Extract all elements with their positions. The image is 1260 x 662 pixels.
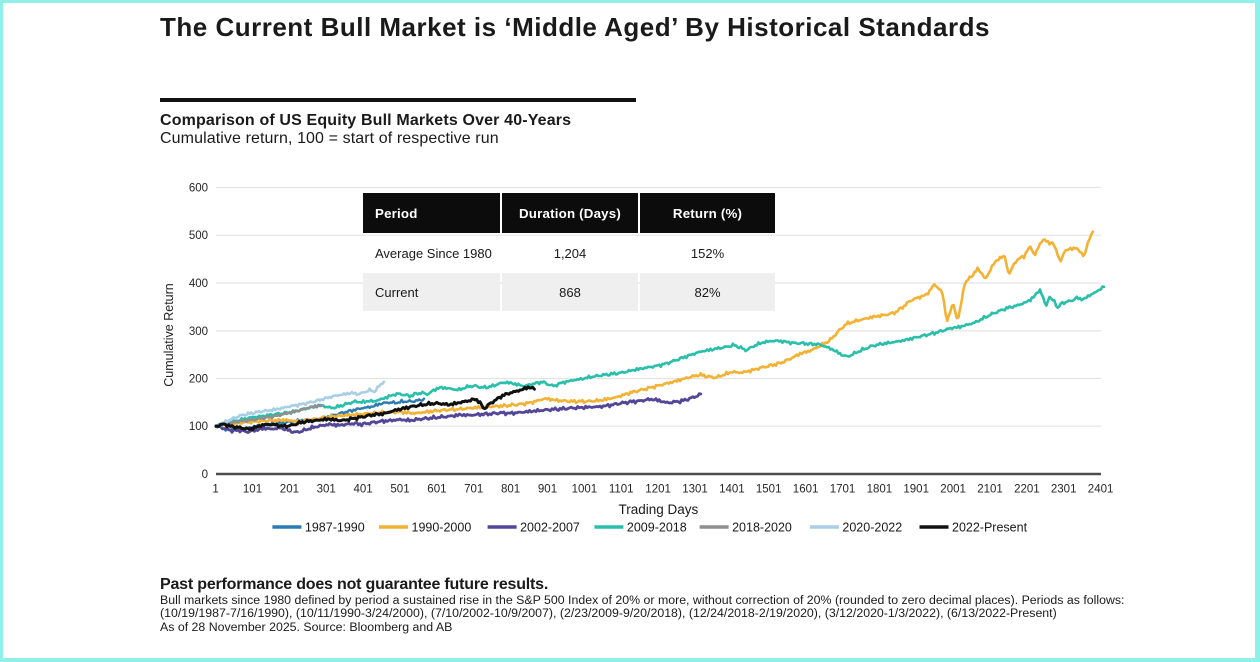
svg-text:1401: 1401 — [719, 484, 745, 496]
svg-text:1201: 1201 — [645, 484, 671, 496]
svg-text:500: 500 — [189, 230, 208, 242]
svg-text:600: 600 — [189, 183, 208, 195]
svg-text:2002-2007: 2002-2007 — [520, 521, 580, 535]
svg-text:1987-1990: 1987-1990 — [305, 521, 365, 535]
svg-text:501: 501 — [390, 484, 409, 496]
svg-text:1701: 1701 — [830, 484, 856, 496]
svg-text:301: 301 — [317, 484, 336, 496]
svg-text:2020-2022: 2020-2022 — [842, 521, 902, 535]
svg-text:2101: 2101 — [977, 484, 1003, 496]
svg-text:401: 401 — [354, 484, 373, 496]
svg-text:2018-2020: 2018-2020 — [732, 521, 792, 535]
svg-text:201: 201 — [280, 484, 299, 496]
svg-text:200: 200 — [189, 374, 208, 386]
svg-text:1101: 1101 — [609, 484, 634, 496]
svg-text:2009-2018: 2009-2018 — [627, 521, 687, 535]
svg-text:1501: 1501 — [756, 484, 782, 496]
svg-text:701: 701 — [464, 484, 483, 496]
svg-text:1001: 1001 — [572, 484, 598, 496]
svg-text:1801: 1801 — [867, 484, 893, 496]
svg-text:1: 1 — [212, 484, 218, 496]
svg-text:Trading Days: Trading Days — [619, 502, 699, 517]
svg-text:1901: 1901 — [903, 484, 929, 496]
svg-text:400: 400 — [189, 278, 208, 290]
svg-text:601: 601 — [427, 484, 446, 496]
svg-text:300: 300 — [189, 326, 208, 338]
svg-text:901: 901 — [538, 484, 557, 496]
svg-text:1301: 1301 — [682, 484, 708, 496]
svg-text:Cumulative Return: Cumulative Return — [162, 283, 176, 387]
svg-text:2201: 2201 — [1014, 484, 1040, 496]
svg-text:2401: 2401 — [1088, 484, 1114, 496]
svg-text:101: 101 — [243, 484, 262, 496]
svg-text:2001: 2001 — [940, 484, 966, 496]
svg-text:2022-Present: 2022-Present — [952, 521, 1028, 535]
svg-text:1601: 1601 — [793, 484, 819, 496]
svg-text:100: 100 — [189, 421, 208, 433]
svg-text:1990-2000: 1990-2000 — [412, 521, 472, 535]
svg-text:2301: 2301 — [1051, 484, 1077, 496]
svg-text:801: 801 — [501, 484, 520, 496]
svg-text:0: 0 — [202, 469, 208, 481]
